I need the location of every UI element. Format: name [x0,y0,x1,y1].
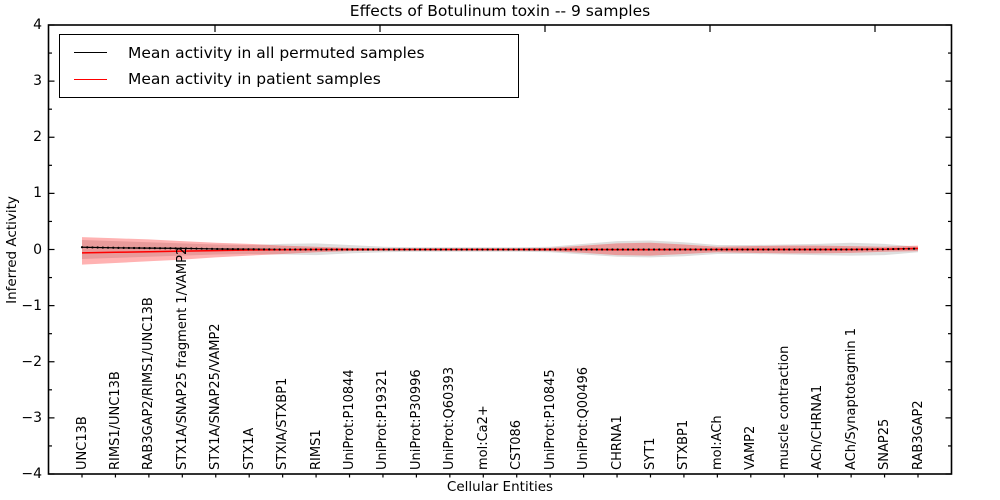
y-tick-label: −1 [21,297,42,314]
y-tick-label: 2 [33,129,42,146]
x-tick-label: STXBP1 [676,419,692,470]
x-tick-label: mol:ACh [709,415,725,470]
y-tick-label: 1 [33,185,42,202]
x-tick-label: ACh/Synaptotagmin 1 [843,327,859,470]
x-tick-label: UniProt:P10845 [542,369,558,470]
x-tick-label: CST086 [509,419,525,470]
y-tick-label: −2 [21,353,42,370]
y-tick-label: 3 [33,73,42,90]
x-tick-label: mol:Ca2+ [475,405,491,470]
x-tick-label: SNAP25 [877,418,893,470]
legend-label: Mean activity in all permuted samples [128,43,425,62]
x-tick-label: STXIA/STXBP1 [275,377,291,470]
y-tick-label: 4 [33,17,42,33]
x-tick-label: UNC13B [74,416,90,470]
x-tick-label: UniProt:Q00496 [576,366,592,470]
x-tick-label: UniProt:P19321 [375,369,391,470]
legend-item-patient: Mean activity in patient samples [60,70,518,88]
legend-label: Mean activity in patient samples [128,70,381,89]
x-tick-label: CHRNA1 [609,415,625,470]
x-tick-label: RIMS1/UNC13B [107,371,123,470]
x-tick-label: ACh/CHRNA1 [810,384,826,470]
permuted-line-markers [80,246,920,251]
x-tick-label: UniProt:P30996 [408,369,424,470]
x-tick-label: VAMP2 [743,425,759,470]
red-line-sample-icon [74,78,107,80]
black-line-sample-icon [74,52,107,54]
legend-item-permuted: Mean activity in all permuted samples [60,44,518,62]
x-tick-label: STX1A [241,427,257,470]
x-tick-label: STX1A/SNAP25 fragment 1/VAMP2 [174,246,190,470]
x-axis-label: Cellular Entities [446,479,554,495]
y-tick-label: −4 [21,466,42,482]
x-tick-label: STX1A/SNAP25/VAMP2 [208,323,224,470]
legend: Mean activity in all permuted samples Me… [59,34,519,98]
x-tick-label: UniProt:P10844 [342,369,358,470]
x-tick-label: UniProt:Q60393 [442,366,458,470]
chart-title: Effects of Botulinum toxin -- 9 samples [349,2,651,20]
x-tick-label: RIMS1 [308,429,324,470]
x-tick-label: SYT1 [642,437,658,470]
y-tick-label: 0 [33,241,42,258]
x-tick-label: muscle contraction [776,345,792,470]
y-tick-label: −3 [21,409,42,426]
x-tick-label: RAB3GAP2/RIMS1/UNC13B [141,297,157,470]
x-tick-label: RAB3GAP2 [910,400,926,470]
patient-band-area [82,237,918,265]
